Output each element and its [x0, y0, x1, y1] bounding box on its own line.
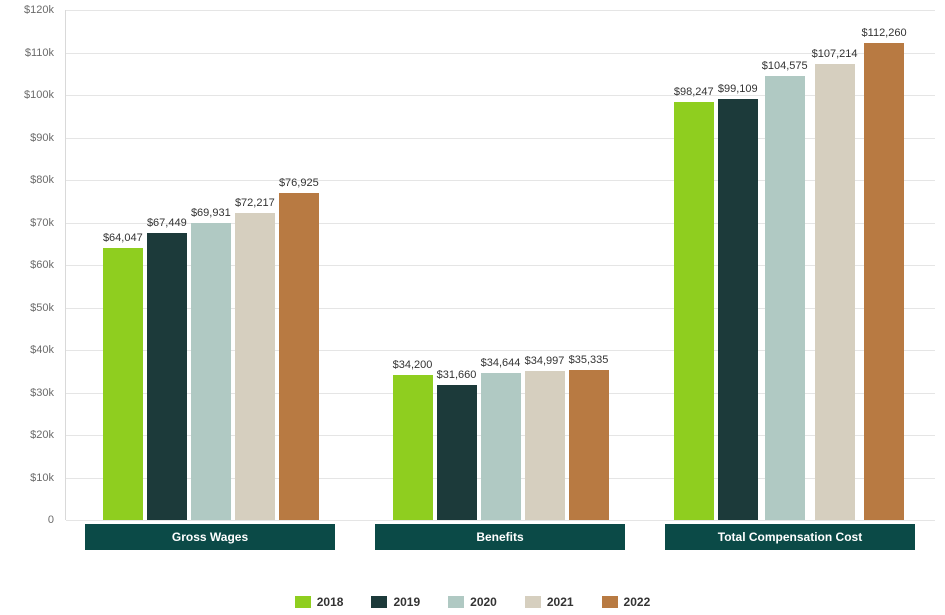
- legend-label: 2022: [624, 595, 651, 609]
- bar-column: $72,217: [235, 10, 275, 520]
- bar: [147, 233, 187, 520]
- legend-item: 2021: [525, 595, 574, 609]
- bar: [191, 223, 231, 520]
- bar-column: $34,997: [525, 10, 565, 520]
- bar-column: $67,449: [147, 10, 187, 520]
- y-tick-label: $60k: [30, 259, 54, 271]
- y-tick-label: $90k: [30, 132, 54, 144]
- y-tick-label: $10k: [30, 472, 54, 484]
- y-tick-label: $100k: [24, 89, 54, 101]
- bar: [103, 248, 143, 520]
- bar-column: $112,260: [862, 10, 907, 520]
- bar-group: $98,247 $99,109 $104,575 $107,214 $112,260: [645, 10, 935, 520]
- category-label: Benefits: [375, 524, 625, 550]
- legend: 2018 2019 2020 2021 2022: [0, 595, 945, 609]
- bar-value-label: $107,214: [812, 48, 858, 60]
- legend-item: 2018: [295, 595, 344, 609]
- bar-value-label: $112,260: [862, 27, 907, 39]
- y-tick-label: 0: [48, 514, 54, 526]
- bar-column: $98,247: [674, 10, 714, 520]
- plot-area: $64,047 $67,449 $69,931 $72,217 $76,925 $34,2…: [65, 10, 935, 520]
- category-label: Total Compensation Cost: [665, 524, 915, 550]
- bar-value-label: $34,200: [393, 359, 433, 371]
- y-tick-label: $110k: [25, 47, 54, 59]
- legend-swatch: [448, 596, 464, 608]
- x-axis-labels: Gross Wages Benefits Total Compensation Co…: [65, 524, 935, 550]
- legend-item: 2022: [602, 595, 651, 609]
- bar-group: $64,047 $67,449 $69,931 $72,217 $76,925: [66, 10, 356, 520]
- bar: [393, 375, 433, 520]
- bar: [674, 102, 714, 520]
- bar-column: $76,925: [279, 10, 319, 520]
- bar-group: $34,200 $31,660 $34,644 $34,997 $35,335: [356, 10, 646, 520]
- bar: [437, 385, 477, 520]
- bar-value-label: $64,047: [103, 232, 143, 244]
- y-tick-label: $30k: [30, 387, 54, 399]
- y-tick-label: $120k: [24, 4, 54, 16]
- bar-value-label: $99,109: [718, 83, 758, 95]
- legend-label: 2021: [547, 595, 574, 609]
- legend-swatch: [295, 596, 311, 608]
- legend-label: 2020: [470, 595, 497, 609]
- bar: [815, 64, 855, 520]
- bar-column: $35,335: [569, 10, 609, 520]
- bar-value-label: $104,575: [762, 60, 808, 72]
- bar-column: $107,214: [812, 10, 858, 520]
- legend-item: 2020: [448, 595, 497, 609]
- bar: [569, 370, 609, 520]
- bar: [279, 193, 319, 520]
- bar-value-label: $31,660: [437, 369, 477, 381]
- legend-label: 2019: [393, 595, 420, 609]
- bar-value-label: $34,644: [481, 357, 521, 369]
- legend-label: 2018: [317, 595, 344, 609]
- bars: $64,047 $67,449 $69,931 $72,217 $76,925: [103, 10, 319, 520]
- y-tick-label: $80k: [30, 174, 54, 186]
- bar-column: $69,931: [191, 10, 231, 520]
- bar: [864, 43, 904, 520]
- legend-swatch: [371, 596, 387, 608]
- bar-value-label: $72,217: [235, 197, 275, 209]
- bars: $34,200 $31,660 $34,644 $34,997 $35,335: [393, 10, 609, 520]
- bar-column: $99,109: [718, 10, 758, 520]
- compensation-chart: 0 $10k $20k $30k $40k $50k $60k $70k $80k $90k $10…: [10, 10, 935, 570]
- bar-groups: $64,047 $67,449 $69,931 $72,217 $76,925 $34,2…: [66, 10, 935, 520]
- legend-item: 2019: [371, 595, 420, 609]
- y-tick-label: $20k: [30, 429, 54, 441]
- bar: [718, 99, 758, 520]
- bar-value-label: $67,449: [147, 217, 187, 229]
- bar-value-label: $34,997: [525, 355, 565, 367]
- bars: $98,247 $99,109 $104,575 $107,214 $112,260: [674, 10, 907, 520]
- bar-column: $64,047: [103, 10, 143, 520]
- bar-value-label: $98,247: [674, 86, 714, 98]
- category-label: Gross Wages: [85, 524, 335, 550]
- bar: [765, 76, 805, 520]
- bar: [481, 373, 521, 520]
- gridline: [66, 520, 935, 521]
- y-tick-label: $40k: [30, 344, 54, 356]
- bar: [235, 213, 275, 520]
- y-axis: 0$10k$20k$30k$40k$50k$60k$70k$80k$90k$10…: [10, 10, 60, 520]
- legend-swatch: [525, 596, 541, 608]
- bar: [525, 371, 565, 520]
- y-tick-label: $70k: [30, 217, 54, 229]
- bar-value-label: $35,335: [569, 354, 609, 366]
- bar-value-label: $76,925: [279, 177, 319, 189]
- bar-column: $34,200: [393, 10, 433, 520]
- bar-value-label: $69,931: [191, 207, 231, 219]
- bar-column: $104,575: [762, 10, 808, 520]
- legend-swatch: [602, 596, 618, 608]
- bar-column: $34,644: [481, 10, 521, 520]
- bar-column: $31,660: [437, 10, 477, 520]
- y-tick-label: $50k: [30, 302, 54, 314]
